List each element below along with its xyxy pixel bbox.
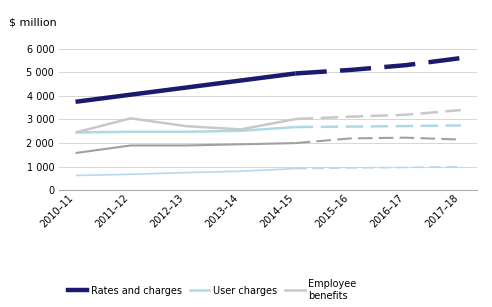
Text: $ million: $ million	[9, 17, 57, 28]
